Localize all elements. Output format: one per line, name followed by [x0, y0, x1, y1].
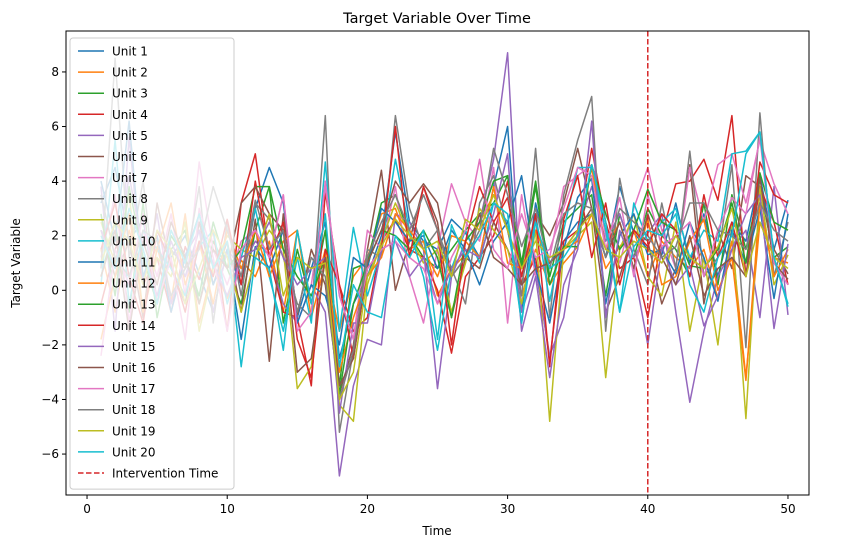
y-axis-label: Target Variable	[9, 218, 23, 309]
legend-label: Unit 2	[112, 66, 148, 80]
legend-label: Unit 4	[112, 108, 148, 122]
legend-label: Unit 12	[112, 277, 156, 291]
legend-label: Unit 1	[112, 45, 148, 59]
legend-label: Unit 16	[112, 361, 156, 375]
x-tick-label: 30	[500, 502, 515, 516]
chart-title: Target Variable Over Time	[342, 11, 531, 27]
legend-label: Unit 9	[112, 213, 148, 227]
legend-label: Unit 13	[112, 298, 156, 312]
y-tick-label: 2	[51, 229, 59, 243]
x-tick-label: 0	[83, 502, 91, 516]
legend-label: Unit 18	[112, 403, 156, 417]
legend-label: Unit 15	[112, 340, 156, 354]
x-tick-label: 50	[780, 502, 795, 516]
y-tick-label: −2	[41, 338, 59, 352]
legend-label: Unit 6	[112, 150, 148, 164]
plot-frame	[65, 30, 810, 496]
legend-label: Unit 11	[112, 256, 156, 270]
legend-label: Unit 8	[112, 192, 148, 206]
legend-label: Unit 7	[112, 171, 148, 185]
x-axis-label: Time	[421, 524, 451, 538]
legend-label: Intervention Time	[112, 467, 218, 481]
y-tick-label: −6	[41, 447, 59, 461]
y-tick-label: −4	[41, 392, 59, 406]
legend-label: Unit 19	[112, 424, 156, 438]
legend-label: Unit 17	[112, 382, 156, 396]
y-axis: −6 −4 −2 0 2 4 6 8	[41, 65, 66, 461]
legend-label: Unit 20	[112, 445, 156, 459]
legend-label: Unit 14	[112, 319, 156, 333]
legend-box	[69, 37, 235, 490]
y-tick-label: 6	[51, 120, 59, 134]
legend: Unit 1 Unit 2 Unit 3 Unit 4 Unit 5 Unit 6 Unit…	[69, 37, 235, 490]
legend-label: Unit 10	[112, 234, 156, 248]
legend-label: Unit 3	[112, 87, 148, 101]
y-tick-label: 4	[51, 174, 59, 188]
x-tick-label: 20	[360, 502, 375, 516]
x-tick-label: 10	[220, 502, 235, 516]
x-tick-label: 40	[640, 502, 655, 516]
legend-label: Unit 5	[112, 129, 148, 143]
y-tick-label: 0	[51, 283, 59, 297]
x-axis: 0 10 20 30 40 50	[83, 495, 796, 516]
y-tick-label: 8	[51, 65, 59, 79]
